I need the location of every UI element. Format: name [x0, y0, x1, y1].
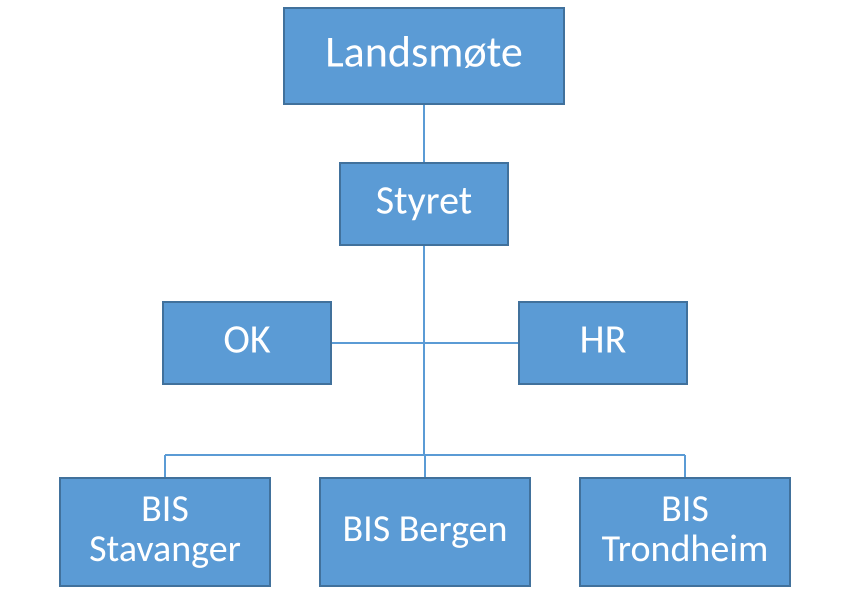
node-label-styret: Styret — [376, 176, 472, 225]
node-trondheim: BISTrondheim — [580, 478, 790, 586]
node-label-trondheim-line1: Trondheim — [602, 526, 769, 572]
node-ok: OK — [163, 302, 331, 384]
node-stavanger: BISStavanger — [60, 478, 270, 586]
edges — [165, 104, 685, 478]
node-landsmote: Landsmøte — [284, 8, 564, 104]
node-styret: Styret — [340, 163, 508, 245]
node-bergen: BIS Bergen — [320, 478, 530, 586]
node-hr: HR — [519, 302, 687, 384]
node-label-bergen: BIS Bergen — [342, 506, 507, 552]
node-label-landsmote: Landsmøte — [325, 25, 523, 79]
node-label-stavanger-line1: Stavanger — [89, 526, 241, 572]
node-label-hr: HR — [580, 315, 627, 364]
node-label-ok: OK — [223, 315, 270, 364]
org-chart: Landsmøte Styret OK HR BISStavanger BIS Berge… — [0, 0, 850, 598]
